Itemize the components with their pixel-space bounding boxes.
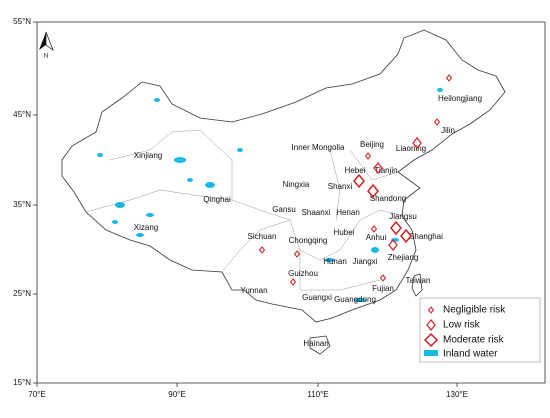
island-outline: [411, 273, 423, 297]
region-label: Jiangxi: [353, 257, 378, 266]
region-label: Qinghai: [203, 195, 231, 204]
region-label: Tianjin: [374, 166, 397, 175]
lat-label: 25°N: [13, 289, 31, 298]
region-label: Xizang: [134, 223, 158, 232]
legend: Negligible risk Low risk Moderate risk I…: [419, 297, 541, 363]
region-label: Chongqing: [289, 236, 328, 245]
region-label: Inner Mongolia: [292, 143, 345, 152]
region-label: Guizhou: [288, 269, 318, 278]
risk-markers: [258, 74, 453, 286]
region-label: Hainan: [303, 339, 328, 348]
region-label: Fujian: [372, 284, 394, 293]
legend-label: Negligible risk: [443, 305, 506, 316]
region-label: Sichuan: [248, 232, 277, 241]
region-label: Shaanxi: [302, 208, 331, 217]
legend-label: Inland water: [443, 349, 498, 360]
region-label: Shandong: [370, 194, 406, 203]
lon-label: 130°E: [446, 390, 468, 399]
region-label: Heilongjiang: [438, 94, 482, 103]
lon-label: 90°E: [168, 390, 185, 399]
lon-label: 70°E: [28, 390, 45, 399]
region-label: Henan: [336, 208, 360, 217]
region-label: Anhui: [366, 233, 387, 242]
region-label: Hubei: [334, 228, 355, 237]
lat-label: 45°N: [13, 110, 31, 119]
island-outline: [309, 335, 331, 355]
region-label: Shanghai: [409, 232, 443, 241]
region-label: Guangdong: [334, 295, 376, 304]
region-label: Liaoning: [396, 144, 426, 153]
region-label: Hebei: [345, 166, 366, 175]
region-labels: Heilongjiang Jilin Xinjiang Inner Mongol…: [134, 94, 482, 348]
region-label: Gansu: [272, 205, 296, 214]
province-borders: [85, 129, 401, 291]
region-label: Shanxi: [328, 182, 353, 191]
region-label: Ningxia: [283, 180, 310, 189]
region-label: Taiwan: [406, 276, 431, 285]
svg-text:N: N: [44, 54, 48, 60]
lon-label: 110°E: [307, 390, 328, 399]
north-arrow: N: [39, 31, 54, 60]
lat-label: 55°N: [13, 17, 31, 26]
region-label: Yunnan: [240, 286, 267, 295]
region-label: Jilin: [441, 126, 455, 135]
region-label: Guangxi: [302, 293, 332, 302]
region-label: Xinjiang: [134, 151, 162, 160]
inland-water: [97, 88, 443, 302]
axis-ticks: [33, 21, 458, 387]
region-label: Jiangsu: [389, 212, 417, 221]
legend-label: Moderate risk: [443, 335, 505, 346]
lat-label: 15°N: [13, 378, 31, 387]
region-label: Beijing: [360, 140, 384, 149]
lat-label: 35°N: [13, 200, 31, 209]
region-label: Zhejiang: [388, 253, 419, 262]
region-label: Hunan: [323, 257, 347, 266]
legend-label: Low risk: [443, 320, 481, 331]
